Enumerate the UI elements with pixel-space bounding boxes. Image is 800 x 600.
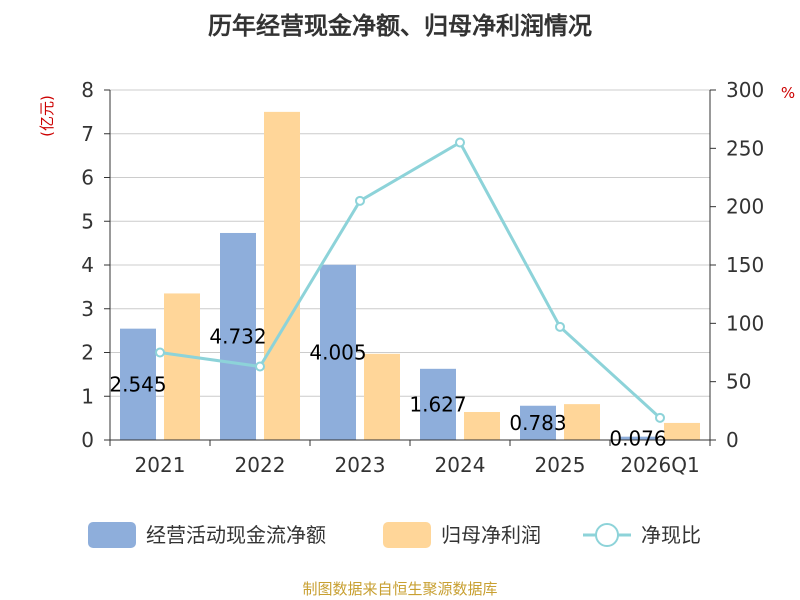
left-tick-label: 5 [81,209,94,233]
left-tick-label: 2 [81,341,94,365]
left-tick-label: 8 [81,78,94,102]
left-tick-label: 1 [81,384,94,408]
bar-net-profit[interactable] [564,404,600,440]
right-tick-label: 250 [726,136,764,160]
right-axis-unit: % [781,84,795,102]
line-point[interactable] [155,347,165,358]
source-note: 制图数据来自恒生聚源数据库 [302,580,497,598]
line-point[interactable] [555,321,565,332]
data-label-cashflow: 1.627 [409,392,466,416]
line-point[interactable] [455,137,465,148]
legend-label-cashflow[interactable]: 经营活动现金流净额 [146,523,326,547]
left-tick-label: 7 [81,122,94,146]
chart-title: 历年经营现金净额、归母净利润情况 [208,12,592,40]
x-tick-label: 2023 [335,453,386,477]
legend-label-net-profit[interactable]: 归母净利润 [441,523,541,547]
right-tick-label: 300 [726,78,764,102]
right-tick-label: 150 [726,253,764,277]
x-tick-label: 2024 [435,453,486,477]
left-axis-unit: (亿元) [38,95,56,137]
data-label-cashflow: 0.076 [609,426,666,450]
right-tick-label: 50 [726,370,751,394]
bar-net-profit[interactable] [664,422,700,440]
x-tick-label: 2021 [135,453,186,477]
legend-label-ratio[interactable]: 净现比 [641,523,701,547]
data-label-cashflow: 4.732 [209,324,266,348]
right-tick-label: 100 [726,311,764,335]
bar-net-profit[interactable] [364,353,400,440]
x-tick-label: 2026Q1 [620,453,699,477]
legend-swatch-cashflow[interactable] [88,522,136,548]
bar-cashflow[interactable] [120,328,156,440]
bar-net-profit[interactable] [164,293,200,440]
bar-net-profit[interactable] [464,412,500,440]
x-tick-label: 2025 [535,453,586,477]
bar-cashflow[interactable] [420,368,456,440]
legend-swatch-net-profit[interactable] [383,522,431,548]
bar-cashflow[interactable] [320,264,356,440]
line-point[interactable] [355,195,365,206]
left-tick-label: 6 [81,166,94,190]
data-label-cashflow: 0.783 [509,411,566,435]
data-label-cashflow: 2.545 [109,372,166,396]
data-label-cashflow: 4.005 [309,340,366,364]
bar-cashflow[interactable] [620,436,656,440]
left-tick-label: 3 [81,297,94,321]
right-tick-label: 0 [726,428,739,452]
legend-marker-icon [595,523,619,547]
bar-net-profit[interactable] [264,111,300,440]
left-tick-label: 4 [81,253,94,277]
bar-cashflow[interactable] [520,405,556,440]
left-tick-label: 0 [81,428,94,452]
line-net-cash-ratio [159,140,662,419]
x-tick-label: 2022 [235,453,286,477]
line-point[interactable] [655,412,665,423]
right-tick-label: 200 [726,195,764,219]
line-point[interactable] [255,361,265,372]
bar-cashflow[interactable] [220,232,256,440]
